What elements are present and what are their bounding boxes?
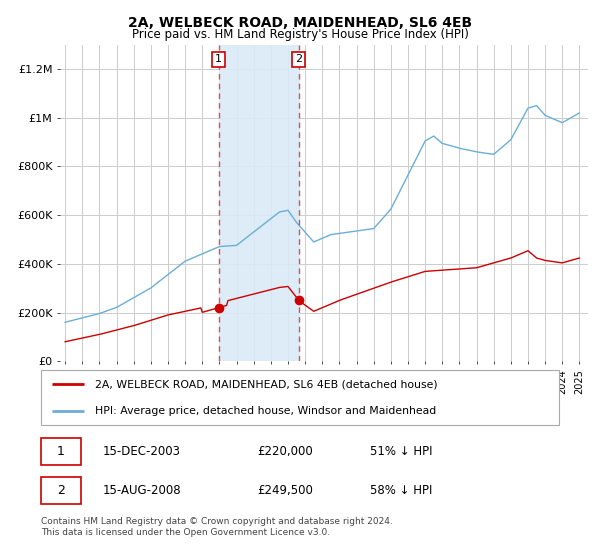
Text: 15-AUG-2008: 15-AUG-2008 [103, 484, 182, 497]
FancyBboxPatch shape [41, 370, 559, 426]
Text: 1: 1 [215, 54, 222, 64]
Text: HPI: Average price, detached house, Windsor and Maidenhead: HPI: Average price, detached house, Wind… [95, 406, 436, 416]
Text: £220,000: £220,000 [257, 445, 313, 458]
Text: £249,500: £249,500 [257, 484, 313, 497]
FancyBboxPatch shape [41, 438, 82, 465]
Bar [219, 45, 299, 361]
Text: 51% ↓ HPI: 51% ↓ HPI [370, 445, 433, 458]
Text: Contains HM Land Registry data © Crown copyright and database right 2024.
This d: Contains HM Land Registry data © Crown c… [41, 517, 392, 536]
Text: 2A, WELBECK ROAD, MAIDENHEAD, SL6 4EB (detached house): 2A, WELBECK ROAD, MAIDENHEAD, SL6 4EB (d… [95, 379, 437, 389]
Text: 15-DEC-2003: 15-DEC-2003 [103, 445, 181, 458]
Text: 2A, WELBECK ROAD, MAIDENHEAD, SL6 4EB: 2A, WELBECK ROAD, MAIDENHEAD, SL6 4EB [128, 16, 472, 30]
Text: Price paid vs. HM Land Registry's House Price Index (HPI): Price paid vs. HM Land Registry's House … [131, 28, 469, 41]
FancyBboxPatch shape [41, 477, 82, 504]
Text: 2: 2 [295, 54, 302, 64]
Text: 1: 1 [57, 445, 65, 458]
Text: 58% ↓ HPI: 58% ↓ HPI [370, 484, 433, 497]
Text: 2: 2 [57, 484, 65, 497]
